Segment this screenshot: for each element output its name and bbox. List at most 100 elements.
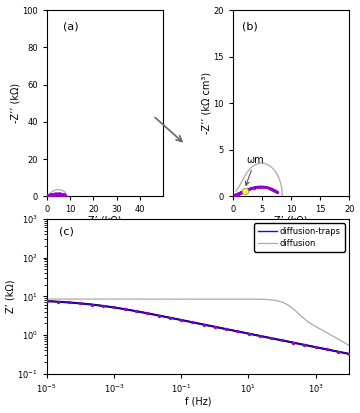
Point <box>100 303 105 309</box>
Point <box>246 330 252 337</box>
Point <box>201 321 207 328</box>
Point <box>46 192 52 199</box>
Point <box>346 351 352 357</box>
Point <box>189 319 195 325</box>
Y-axis label: -Z’’ (kΩ): -Z’’ (kΩ) <box>11 83 21 123</box>
Point <box>59 191 65 198</box>
Point <box>236 190 242 197</box>
Point <box>46 192 51 199</box>
Line: diffusion-traps: diffusion-traps <box>47 301 349 354</box>
diffusion-traps <box>190 320 194 325</box>
Point <box>235 191 240 197</box>
diffusion <box>208 297 213 301</box>
Point <box>263 184 269 190</box>
Point <box>49 192 55 198</box>
Text: (c): (c) <box>59 227 74 237</box>
Point <box>234 191 239 198</box>
Point <box>122 306 128 313</box>
Point <box>45 192 51 199</box>
Point <box>251 184 257 191</box>
Point <box>89 301 95 308</box>
diffusion-traps <box>208 323 213 328</box>
Point <box>233 192 239 198</box>
Point <box>268 335 274 342</box>
Point <box>257 183 263 190</box>
Point <box>46 192 52 199</box>
Point <box>55 191 60 197</box>
Point <box>56 191 62 197</box>
diffusion <box>45 297 49 301</box>
Point <box>244 187 250 193</box>
Point <box>50 192 56 198</box>
Point <box>233 192 238 198</box>
Point <box>301 342 307 348</box>
diffusion <box>347 343 351 348</box>
Point <box>111 304 117 311</box>
Point <box>223 326 229 332</box>
Point <box>45 192 51 199</box>
Point <box>324 346 330 353</box>
Text: (a): (a) <box>63 21 79 31</box>
Point <box>232 192 238 199</box>
Point <box>242 187 248 194</box>
Point <box>50 192 55 198</box>
Point <box>248 185 254 192</box>
Point <box>233 191 239 198</box>
Point <box>57 191 63 198</box>
Point <box>51 191 57 198</box>
Point <box>235 190 241 197</box>
Point <box>45 192 51 199</box>
Point <box>270 186 276 193</box>
Point <box>239 189 245 195</box>
Y-axis label: -Z’’ (kΩ cm³): -Z’’ (kΩ cm³) <box>202 72 212 134</box>
Point <box>47 192 53 199</box>
diffusion-traps <box>292 340 297 345</box>
Point <box>60 192 66 198</box>
Point <box>45 192 51 199</box>
Legend: diffusion-traps, diffusion: diffusion-traps, diffusion <box>254 223 345 252</box>
Point <box>238 189 244 196</box>
X-axis label: Z’ (kΩ): Z’ (kΩ) <box>88 216 122 225</box>
Point <box>268 185 274 192</box>
Y-axis label: Z’ (kΩ): Z’ (kΩ) <box>6 280 15 313</box>
Text: ωm: ωm <box>246 155 264 185</box>
Point <box>260 183 266 190</box>
Text: (b): (b) <box>242 21 258 31</box>
Point <box>179 317 184 323</box>
Point <box>45 193 50 199</box>
Point <box>58 191 64 198</box>
diffusion-traps <box>188 319 193 324</box>
Point <box>144 310 150 317</box>
diffusion <box>225 297 229 301</box>
Point <box>55 298 60 305</box>
Point <box>47 192 53 199</box>
Point <box>279 337 285 344</box>
Point <box>45 193 50 199</box>
Point <box>257 332 262 339</box>
diffusion-traps <box>340 350 344 355</box>
Point <box>53 191 58 198</box>
diffusion <box>292 308 297 313</box>
Point <box>266 185 271 191</box>
Point <box>48 192 54 199</box>
diffusion-traps <box>347 351 351 356</box>
Point <box>62 192 67 199</box>
X-axis label: Z’ (kΩ): Z’ (kΩ) <box>274 216 308 225</box>
Point <box>242 188 247 194</box>
Point <box>272 188 278 194</box>
Point <box>237 190 243 196</box>
Point <box>156 312 162 319</box>
Point <box>167 314 173 321</box>
diffusion-traps <box>225 327 229 332</box>
Point <box>234 328 240 335</box>
Point <box>54 191 59 198</box>
diffusion-traps <box>45 299 49 304</box>
Point <box>254 184 260 190</box>
Point <box>44 298 50 304</box>
Point <box>232 192 238 199</box>
Point <box>134 308 139 315</box>
Point <box>66 299 72 306</box>
Point <box>246 186 252 192</box>
Point <box>48 192 54 199</box>
Point <box>274 188 279 195</box>
